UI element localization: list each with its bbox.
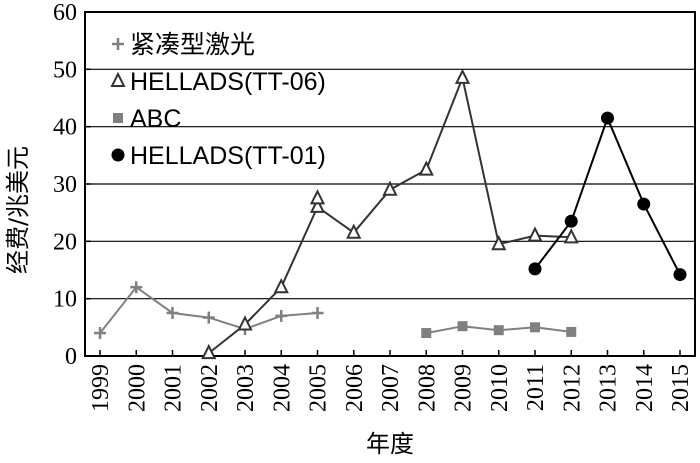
plot-area <box>84 11 696 360</box>
legend: 紧凑型激光 HELLADS(TT-06) ABC HELLADS(TT-01) <box>110 31 326 170</box>
data-point <box>202 311 215 324</box>
legend-label: HELLADS(TT-06) <box>130 68 326 96</box>
data-point <box>421 328 432 339</box>
x-axis-label: 年度 <box>366 430 414 458</box>
series-circle-filled <box>528 111 687 282</box>
x-tick-label: 2003 <box>233 364 259 412</box>
data-point <box>491 234 507 251</box>
series-plus <box>94 281 324 340</box>
data-point <box>111 148 125 162</box>
data-point <box>528 262 542 276</box>
series-line <box>208 74 572 354</box>
series-line <box>99 285 318 334</box>
data-point <box>309 197 326 213</box>
series-triangle-open <box>201 68 579 360</box>
x-tick-label: 2000 <box>124 364 150 412</box>
data-point <box>311 307 324 319</box>
legend-item: 紧凑型激光 <box>112 31 255 59</box>
data-point <box>527 226 543 242</box>
series-line <box>534 115 681 276</box>
x-tick-label: 2009 <box>451 364 477 412</box>
data-point <box>457 321 468 332</box>
x-tick-label: 2007 <box>378 364 404 412</box>
data-point <box>563 228 579 244</box>
x-tick-label: 2015 <box>668 364 694 412</box>
data-point <box>637 197 651 211</box>
x-tick-label: 2006 <box>342 364 368 412</box>
y-tick-label: 40 <box>53 115 77 141</box>
x-tick-label: 2010 <box>487 364 513 412</box>
y-tick-label: 20 <box>53 229 77 255</box>
series-square <box>421 321 577 339</box>
y-tick-label: 10 <box>53 287 77 313</box>
data-point <box>130 281 143 294</box>
x-tick-label: 2014 <box>632 364 658 412</box>
x-tick-labels: 1999 2000 2001 2002 2003 2004 2005 2006 2007 2008… <box>88 364 694 412</box>
data-point <box>530 322 540 333</box>
legend-item: HELLADS(TT-06) <box>110 68 326 96</box>
data-point <box>166 307 179 319</box>
data-point <box>201 343 217 360</box>
y-tick-label: 60 <box>53 0 77 26</box>
x-tick-label: 2012 <box>559 364 585 412</box>
data-point <box>564 214 578 228</box>
y-tick-label: 30 <box>53 172 77 198</box>
x-tick-label: 2005 <box>306 364 332 412</box>
data-point <box>382 180 398 196</box>
data-point <box>237 315 253 331</box>
grid-lines <box>85 11 695 357</box>
data-point <box>309 189 326 205</box>
data-point <box>112 38 124 50</box>
x-tick-label: 2001 <box>161 364 187 412</box>
x-tick-label: 2013 <box>596 364 622 412</box>
x-tick-label: 2008 <box>414 364 440 412</box>
x-tick-label: 1999 <box>88 364 114 412</box>
series-layer <box>94 68 687 360</box>
x-tick-label: 2011 <box>523 364 549 411</box>
y-axis-label: 经费/兆美元 <box>4 146 32 274</box>
legend-label: 紧凑型激光 <box>130 31 255 59</box>
y-tick-labels: 0 10 20 30 40 50 60 <box>53 0 77 370</box>
data-point <box>454 68 471 84</box>
data-point <box>601 111 614 125</box>
y-tick-label: 0 <box>65 344 77 370</box>
data-point <box>566 326 577 337</box>
data-point <box>94 327 106 340</box>
data-point <box>113 113 123 123</box>
data-point <box>493 325 504 336</box>
data-point <box>273 277 289 294</box>
legend-label: ABC <box>130 105 181 133</box>
legend-label: HELLADS(TT-01) <box>130 142 326 170</box>
data-point <box>346 223 362 239</box>
legend-item: HELLADS(TT-01) <box>111 142 326 170</box>
data-point <box>418 160 434 176</box>
x-tick-label: 2004 <box>269 364 295 412</box>
data-point <box>110 71 126 87</box>
y-tick-label: 50 <box>53 57 77 83</box>
x-tick-label: 2002 <box>197 364 223 412</box>
data-point <box>275 309 288 322</box>
legend-item: ABC <box>113 105 181 133</box>
data-point <box>673 268 687 282</box>
